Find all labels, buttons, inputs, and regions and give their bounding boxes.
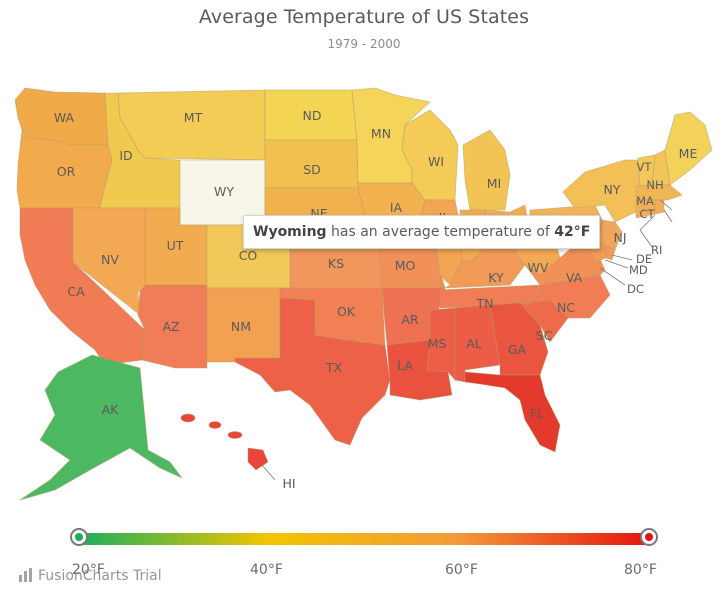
state-hi-island (208, 421, 222, 429)
label-id: ID (119, 148, 132, 163)
state-mt[interactable] (117, 89, 266, 161)
label-ia: IA (390, 200, 403, 215)
legend-max-slider[interactable] (640, 528, 658, 546)
label-tn: TN (476, 296, 494, 311)
state-nc[interactable] (519, 274, 611, 319)
chart-subtitle: 1979 - 2000 (327, 37, 401, 51)
label-ms: MS (428, 336, 447, 351)
label-mo: MO (395, 258, 416, 273)
label-ut: UT (167, 238, 184, 253)
label-la: LA (397, 358, 413, 373)
legend-mid1-label: 40°F (250, 562, 283, 578)
label-nc: NC (557, 300, 575, 315)
tooltip-value: 42°F (554, 224, 591, 240)
state-mi[interactable] (462, 129, 511, 211)
watermark: FusionCharts Trial (18, 568, 162, 586)
label-ak: AK (102, 402, 120, 417)
label-sc: SC (536, 328, 553, 343)
label-nj: NJ (613, 230, 626, 245)
state-fl[interactable] (464, 371, 561, 453)
label-wa: WA (54, 110, 75, 125)
tooltip: Wyoming has an average temperature of 42… (243, 215, 601, 249)
legend-gradient-bar (77, 533, 653, 545)
label-or: OR (57, 164, 76, 179)
legend-mid2-label: 60°F (445, 562, 478, 578)
leader-line (639, 229, 653, 248)
label-tx: TX (325, 360, 343, 375)
label-nm: NM (231, 319, 251, 334)
state-ma[interactable] (635, 184, 683, 201)
leader-line (261, 464, 276, 481)
label-al: AL (466, 336, 482, 351)
tooltip-text: has an average temperature of (331, 224, 550, 240)
leader-line (659, 199, 673, 211)
legend-min-slider[interactable] (70, 528, 88, 546)
leader-line (639, 214, 656, 231)
label-wi: WI (428, 154, 444, 169)
watermark-text: FusionCharts Trial (38, 568, 162, 584)
label-ar: AR (401, 312, 419, 327)
fusioncharts-logo-icon (18, 568, 34, 586)
label-md: MD (629, 263, 648, 277)
leader-line (599, 267, 626, 286)
label-hi: HI (282, 476, 295, 491)
label-ky: KY (488, 270, 504, 285)
state-me[interactable] (664, 111, 713, 186)
label-dc: DC (627, 282, 644, 296)
label-nh: NH (646, 178, 663, 192)
label-ri: RI (651, 243, 662, 257)
label-mi: MI (487, 176, 501, 191)
label-ok: OK (337, 304, 356, 319)
label-sd: SD (303, 162, 321, 177)
leader-line (604, 259, 629, 269)
label-ga: GA (508, 342, 527, 357)
label-az: AZ (162, 319, 179, 334)
label-va: VA (566, 270, 583, 285)
label-nd: ND (303, 108, 322, 123)
state-tx[interactable] (234, 297, 391, 446)
state-ri[interactable] (654, 199, 665, 215)
label-vt: VT (637, 160, 653, 174)
state-hi-island (227, 431, 243, 439)
label-ny: NY (604, 182, 621, 197)
label-fl: FL (530, 406, 544, 421)
label-me: ME (679, 146, 698, 161)
label-ks: KS (328, 256, 344, 271)
label-wy: WY (214, 184, 234, 199)
label-de: DE (636, 252, 652, 266)
legend-max-dot (645, 533, 653, 541)
label-wv: WV (528, 260, 549, 275)
legend-min-dot (75, 533, 83, 541)
label-mn: MN (371, 126, 391, 141)
label-ca: CA (67, 284, 85, 299)
chart-title: Average Temperature of US States (198, 6, 530, 28)
state-hi-island (180, 413, 196, 423)
label-mt: MT (184, 110, 203, 125)
label-co: CO (239, 248, 258, 263)
leader-line (611, 254, 633, 261)
legend-max-label: 80°F (624, 562, 657, 578)
leader-line (663, 209, 673, 223)
tooltip-state: Wyoming (253, 224, 327, 240)
label-nv: NV (101, 252, 119, 267)
state-ak[interactable] (19, 354, 183, 501)
state-hi[interactable] (247, 447, 269, 471)
label-ct: CT (639, 207, 655, 221)
label-ma: MA (636, 194, 654, 208)
legend-min-label: 20°F (72, 562, 105, 578)
